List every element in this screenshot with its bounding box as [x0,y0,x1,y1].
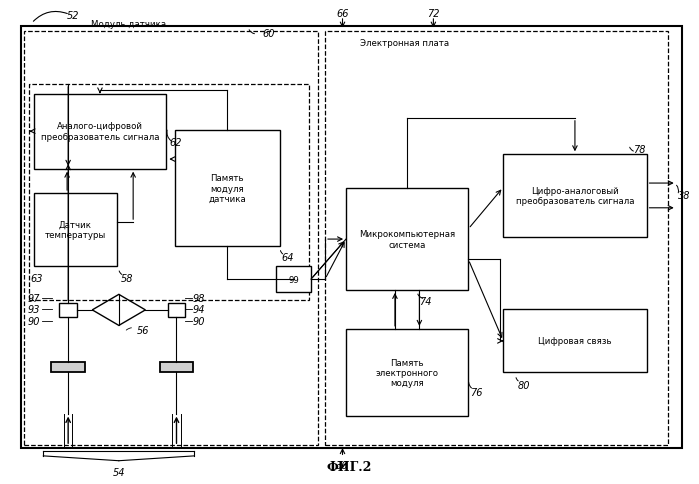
Bar [503,310,647,373]
Text: 98: 98 [192,293,205,303]
Text: 90: 90 [28,316,41,326]
Text: 80: 80 [517,380,530,390]
Text: Цифровая связь: Цифровая связь [538,337,612,346]
Text: Датчик
температуры: Датчик температуры [45,220,106,240]
Bar [24,31,318,445]
Text: 63: 63 [30,273,43,283]
Text: 38: 38 [678,191,691,201]
Text: 72: 72 [427,9,440,18]
Bar [276,266,311,293]
Text: 54: 54 [113,467,125,477]
Text: 52: 52 [67,11,80,20]
Text: 66: 66 [336,9,349,18]
Text: 93: 93 [28,305,41,315]
Bar [346,329,468,416]
Text: Память
электронного
модуля: Память электронного модуля [375,358,439,388]
Bar [34,94,166,169]
Text: 56: 56 [136,325,149,335]
Bar [29,85,309,300]
Bar [160,362,194,373]
Text: 99: 99 [288,275,299,284]
Bar [175,131,280,247]
Bar [503,155,647,237]
Bar [168,303,185,317]
Bar [21,27,682,448]
Text: 90: 90 [192,316,205,326]
Text: Модуль датчика: Модуль датчика [91,20,166,29]
Text: Аналого-цифровой
преобразователь сигнала: Аналого-цифровой преобразователь сигнала [41,122,159,141]
Text: Микрокомпьютерная
система: Микрокомпьютерная система [359,230,455,249]
Bar [59,303,77,317]
Bar [52,362,85,373]
Text: Электронная плата: Электронная плата [360,39,449,48]
Text: 97: 97 [28,293,41,303]
Bar [325,31,668,445]
Text: 58: 58 [121,273,134,283]
Text: 76: 76 [470,387,483,397]
Text: 62: 62 [170,138,182,148]
Text: ФИГ.2: ФИГ.2 [327,460,372,473]
Bar [346,189,468,290]
Text: 60: 60 [262,29,275,39]
Bar [34,194,117,266]
Text: 74: 74 [419,296,432,306]
Text: 94: 94 [192,305,205,315]
Text: Цифро-аналоговый
преобразователь сигнала: Цифро-аналоговый преобразователь сигнала [516,186,634,206]
Text: 36: 36 [336,460,349,469]
Text: 64: 64 [282,253,294,262]
Text: Память
модуля
датчика: Память модуля датчика [208,174,246,204]
Text: 78: 78 [633,145,645,155]
